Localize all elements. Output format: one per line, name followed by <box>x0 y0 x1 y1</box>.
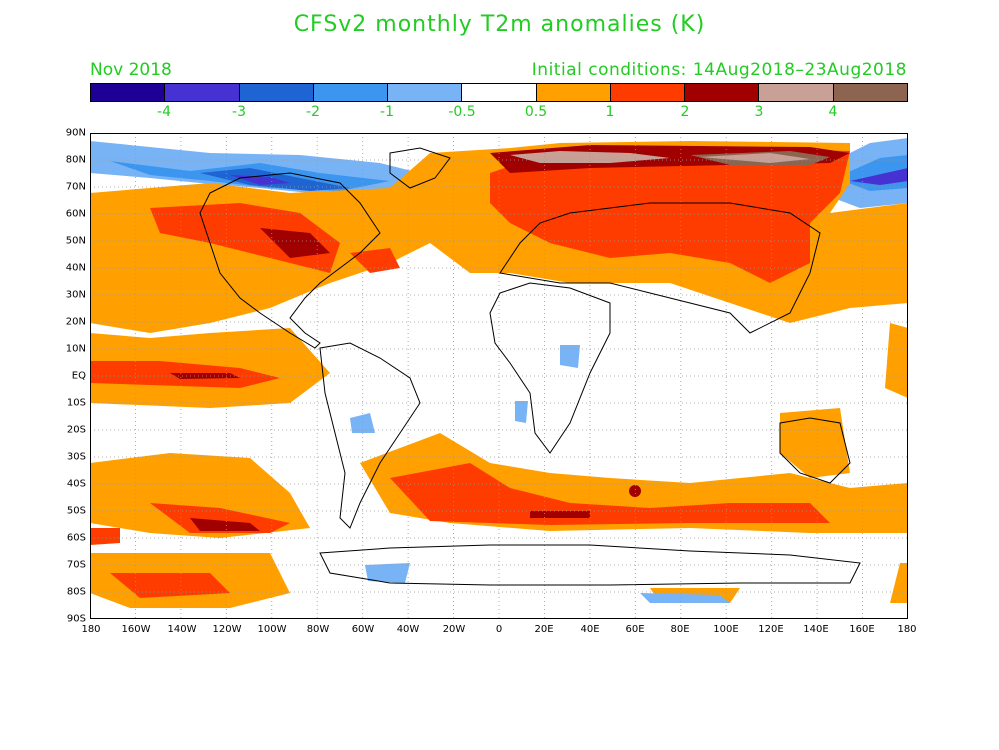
lat-label: 60N <box>65 208 86 220</box>
lon-label: 40E <box>580 624 600 635</box>
map-frame <box>90 133 908 619</box>
lon-label: 100E <box>713 624 739 635</box>
lon-label: 180 <box>897 624 917 635</box>
lat-label: 70N <box>65 181 86 193</box>
lon-label: 60W <box>351 624 375 635</box>
lon-label: 160W <box>121 624 151 635</box>
colorbar-bin <box>313 84 389 101</box>
initial-conditions: Initial conditions: 14Aug2018–23Aug2018 <box>531 60 907 80</box>
colorbar-label: 0.5 <box>524 104 548 120</box>
lat-label: 90S <box>66 613 86 625</box>
colorbar-label: 3 <box>754 104 764 120</box>
colorbar-bin <box>759 84 834 101</box>
colorbar-bin <box>462 84 537 101</box>
lon-label: 20W <box>442 624 466 635</box>
graticule <box>90 133 908 619</box>
colorbar-label: -3 <box>232 104 246 120</box>
lat-label: 80S <box>66 586 86 598</box>
lon-label: 0 <box>495 624 503 635</box>
lat-label: 70S <box>66 559 86 571</box>
lon-label: 80E <box>670 624 690 635</box>
lat-label: 60S <box>66 532 86 544</box>
colorbar-bin <box>239 84 314 101</box>
colorbar-bin <box>91 84 166 101</box>
colorbar-bin <box>536 84 611 101</box>
lat-label: 50N <box>65 235 86 247</box>
lon-label: 140W <box>167 624 197 635</box>
colorbar-bin <box>610 84 686 101</box>
coastlines <box>199 147 861 586</box>
lon-label: 80W <box>306 624 330 635</box>
colorbar <box>90 83 908 102</box>
colorbar-label: 4 <box>828 104 838 120</box>
map-title: CFSv2 monthly T2m anomalies (K) <box>293 12 706 37</box>
anomaly-map <box>90 133 908 619</box>
lon-label: 20E <box>534 624 554 635</box>
lon-label: 140E <box>803 624 829 635</box>
colorbar-label: 2 <box>680 104 690 120</box>
lon-label: 120E <box>758 624 784 635</box>
colorbar-bin <box>833 84 907 101</box>
lon-label: 120W <box>212 624 242 635</box>
colorbar-label: -0.5 <box>448 104 476 120</box>
lat-label: 90N <box>65 127 86 139</box>
forecast-month: Nov 2018 <box>90 60 172 80</box>
lon-label: 100W <box>257 624 287 635</box>
lat-label: 40N <box>65 262 86 274</box>
lon-label: 180 <box>81 624 101 635</box>
lat-label: 20N <box>65 316 86 328</box>
lat-label: 10S <box>66 397 86 409</box>
colorbar-label: 1 <box>605 104 615 120</box>
lon-label: 60E <box>625 624 645 635</box>
colorbar-bin <box>165 84 240 101</box>
colorbar-bin <box>388 84 463 101</box>
lat-label: 80N <box>65 154 86 166</box>
colorbar-label: -1 <box>380 104 394 120</box>
lat-label: EQ <box>71 370 86 382</box>
lon-label: 40W <box>396 624 420 635</box>
lat-label: 40S <box>66 478 86 490</box>
lat-label: 20S <box>66 424 86 436</box>
colorbar-label: -4 <box>157 104 171 120</box>
lat-label: 30N <box>65 289 86 301</box>
anomaly-shading <box>90 138 908 608</box>
colorbar-bin <box>685 84 760 101</box>
lon-label: 160E <box>849 624 875 635</box>
lat-label: 30S <box>66 451 86 463</box>
colorbar-label: -2 <box>306 104 320 120</box>
lat-label: 50S <box>66 505 86 517</box>
lat-label: 10N <box>65 343 86 355</box>
